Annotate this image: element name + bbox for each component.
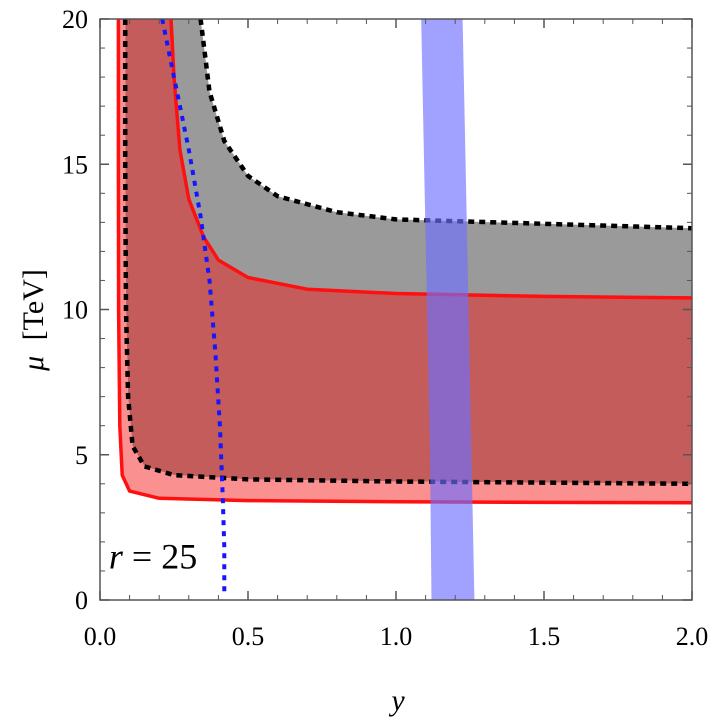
y-tick-label: 5 [75,441,88,470]
band-0 [171,19,692,298]
x-tick-label: 1.5 [528,622,561,651]
band-1 [125,19,692,484]
x-tick-label: 2.0 [676,622,709,651]
curve-3 [198,19,692,231]
plot-area [116,19,692,600]
annotation-value: = 25 [132,536,197,576]
x-axis-label: y [388,684,405,717]
ticks: 0.0 0.5 1.0 1.5 2.0 0 5 10 15 20 [62,5,708,651]
x-tick-label: 0.5 [232,622,265,651]
y-axis-label-symbol: μ [17,356,50,372]
y-tick-label: 0 [75,586,88,615]
y-tick-label: 10 [62,296,88,325]
y-tick-label: 15 [62,150,88,179]
y-axis-label-unit: [TeV] [17,269,50,340]
x-tick-label: 1.0 [380,622,413,651]
svg-text:μ [TeV]: μ [TeV] [17,269,50,372]
y-tick-label: 20 [62,5,88,34]
y-axis-label: μ [TeV] [17,269,50,372]
annotation-var: r [109,536,124,576]
x-tick-label: 0.0 [84,622,117,651]
annotation-r: r = 25 [109,536,197,576]
band-7 [421,19,475,600]
curve-8 [160,19,227,598]
